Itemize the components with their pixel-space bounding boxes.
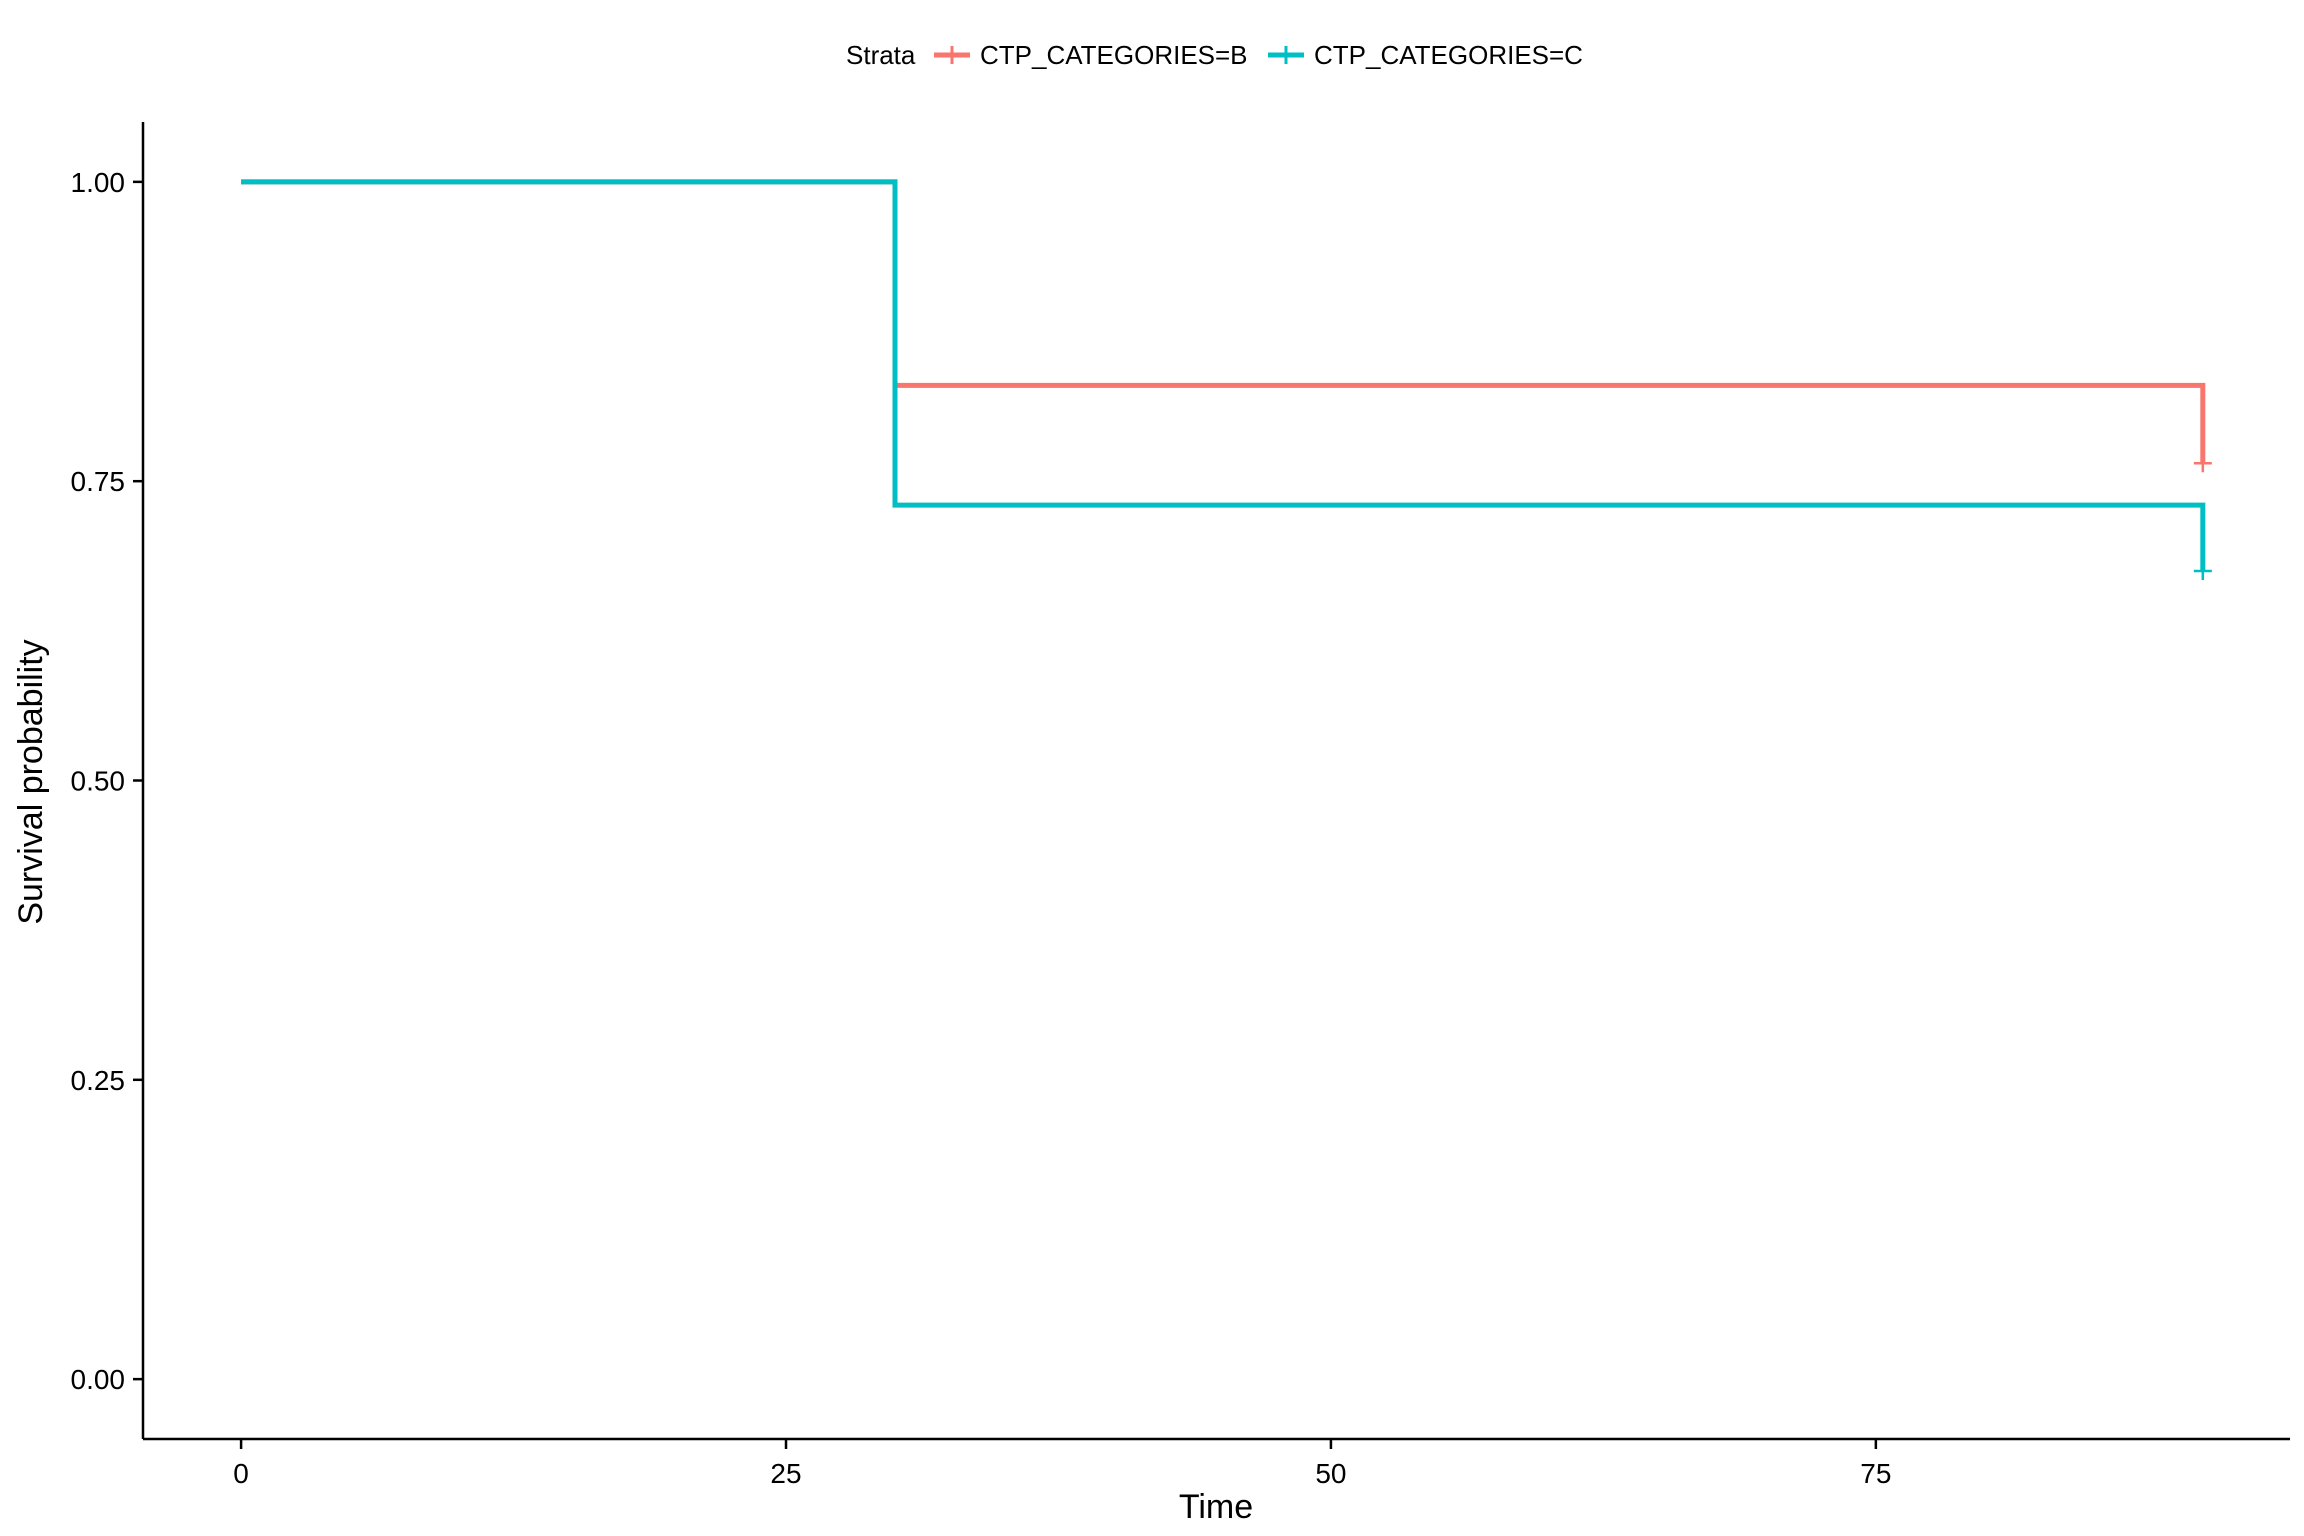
legend-entry-label: CTP_CATEGORIES=B — [980, 40, 1248, 70]
x-tick-label: 50 — [1315, 1458, 1346, 1489]
x-axis-title: Time — [1179, 1488, 1253, 1526]
y-tick-label: 0.75 — [71, 466, 126, 497]
axes: 0.00 0.25 0.50 0.75 1.00 0 25 50 75 — [71, 122, 2290, 1489]
y-tick-label: 1.00 — [71, 167, 126, 198]
legend-title: Strata — [846, 40, 916, 70]
censor-mark — [2193, 454, 2212, 473]
plot-area — [241, 179, 2212, 580]
y-tick-label: 0.00 — [71, 1364, 126, 1395]
x-tick-label: 75 — [1860, 1458, 1891, 1489]
series-line-b — [241, 179, 2206, 464]
legend: Strata CTP_CATEGORIES=B CTP_CATEGORIES=C — [846, 40, 1583, 70]
y-tick-label: 0.50 — [71, 766, 126, 797]
x-tick-label: 0 — [233, 1458, 249, 1489]
y-axis-title: Survival probability — [12, 639, 50, 924]
censor-mark — [2193, 561, 2212, 580]
series-line-c — [241, 179, 2206, 571]
x-tick-label: 25 — [770, 1458, 801, 1489]
y-tick-label: 0.25 — [71, 1065, 126, 1096]
legend-entry-label: CTP_CATEGORIES=C — [1314, 40, 1583, 70]
